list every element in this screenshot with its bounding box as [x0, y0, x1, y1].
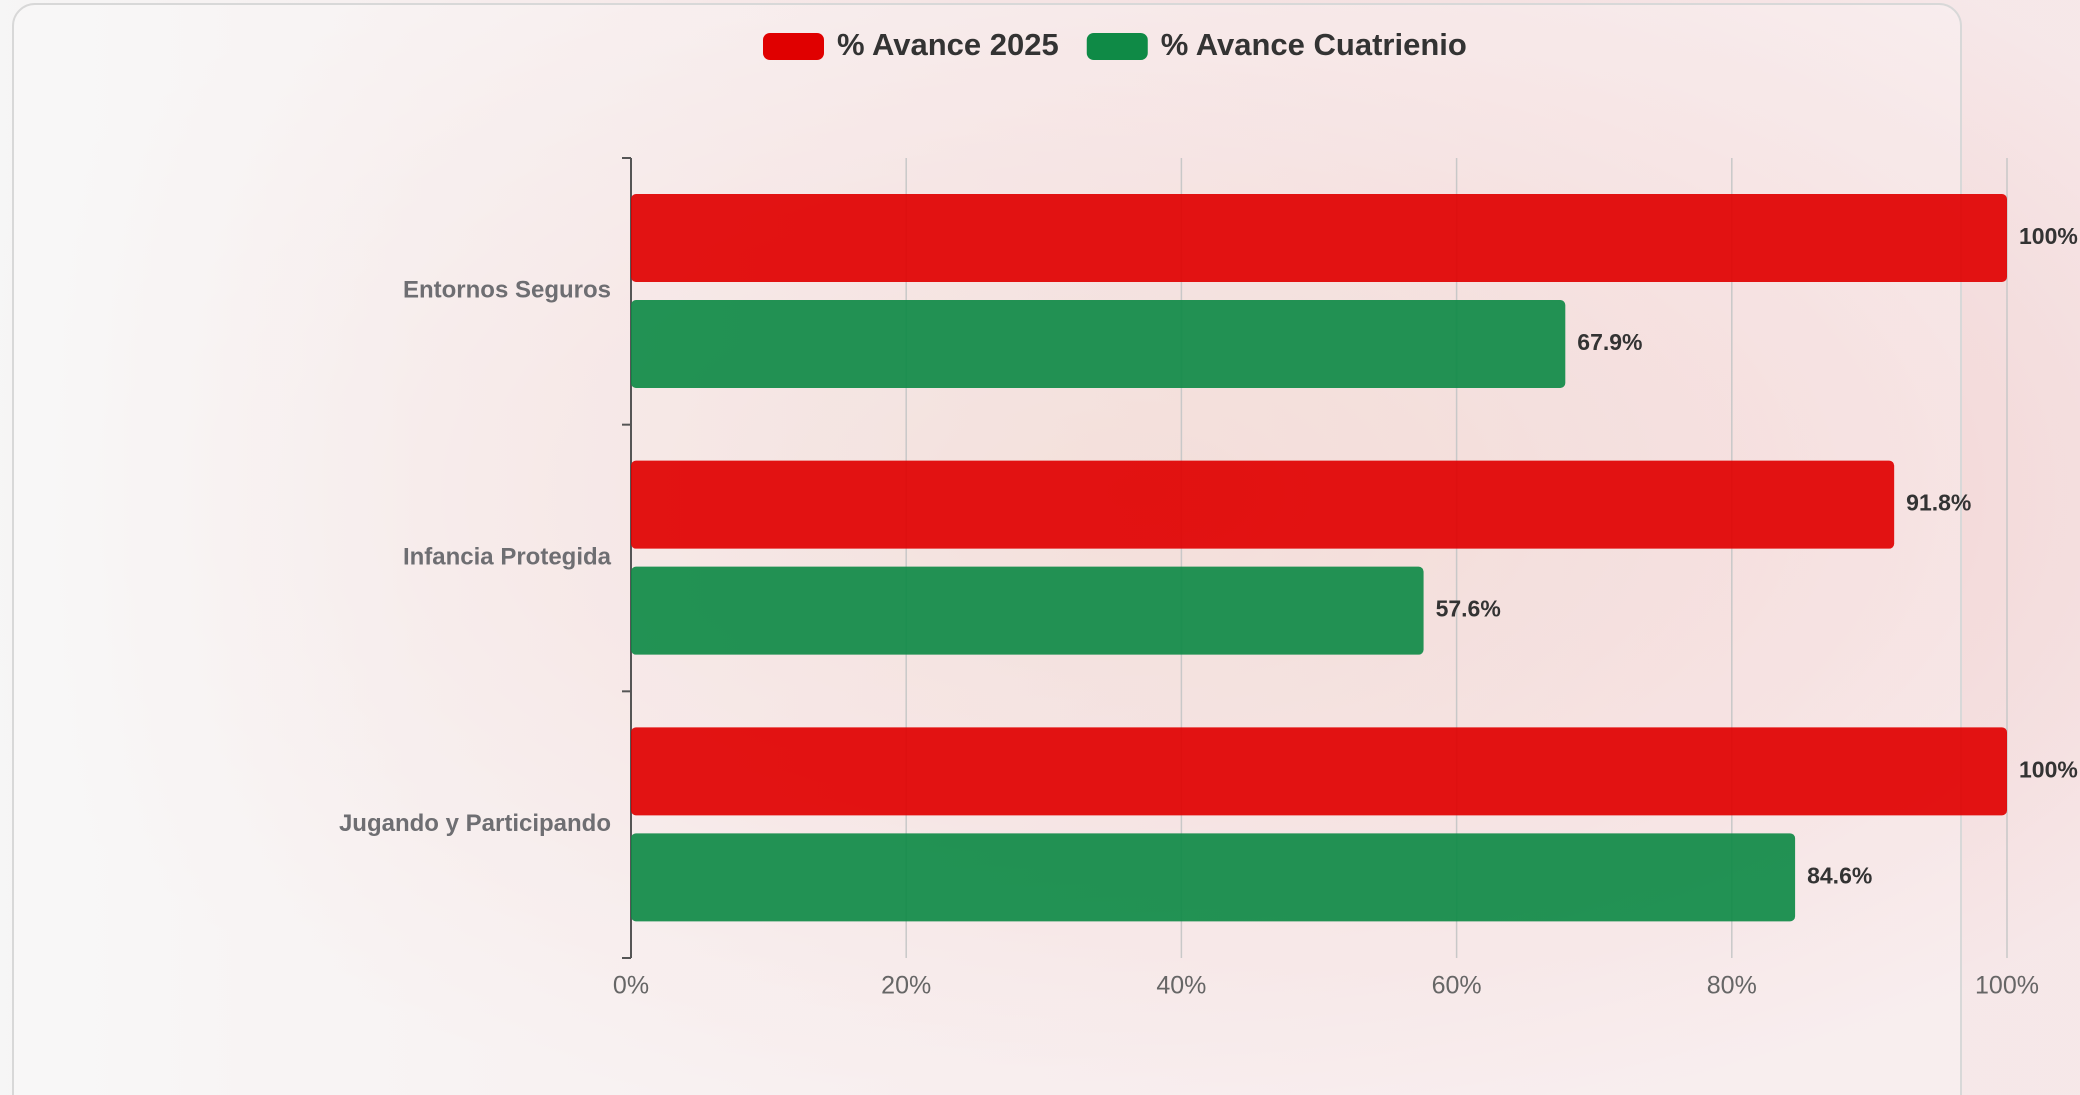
value-label: 100%	[2019, 756, 2078, 782]
x-tick-label: 60%	[1432, 972, 1482, 1000]
value-label: 57.6%	[1436, 596, 1501, 622]
bar	[631, 833, 1796, 922]
x-tick-label: 40%	[1156, 972, 1206, 1000]
bar	[631, 566, 1424, 655]
legend-label: % Avance 2025	[837, 27, 1059, 62]
legend-label: % Avance Cuatrienio	[1161, 27, 1467, 62]
x-tick-label: 0%	[613, 972, 649, 1000]
x-tick-label: 80%	[1707, 972, 1757, 1000]
value-label: 100%	[2019, 223, 2078, 249]
value-label: 84.6%	[1807, 862, 1872, 888]
bar	[631, 727, 2007, 816]
x-tick-label: 20%	[881, 972, 931, 1000]
bar	[631, 194, 2007, 282]
value-label: 67.9%	[1577, 329, 1642, 355]
legend-swatch	[1086, 33, 1148, 60]
y-tick-label: Infancia Protegida	[403, 543, 612, 570]
legend-swatch	[763, 33, 824, 60]
y-tick-label: Jugando y Participando	[339, 810, 611, 837]
x-tick-label: 100%	[1975, 972, 2039, 1000]
bar	[631, 300, 1566, 388]
card	[12, 3, 1962, 1095]
value-label: 91.8%	[1906, 490, 1971, 516]
y-tick-label: Entornos Seguros	[403, 277, 611, 304]
bar	[631, 460, 1895, 549]
